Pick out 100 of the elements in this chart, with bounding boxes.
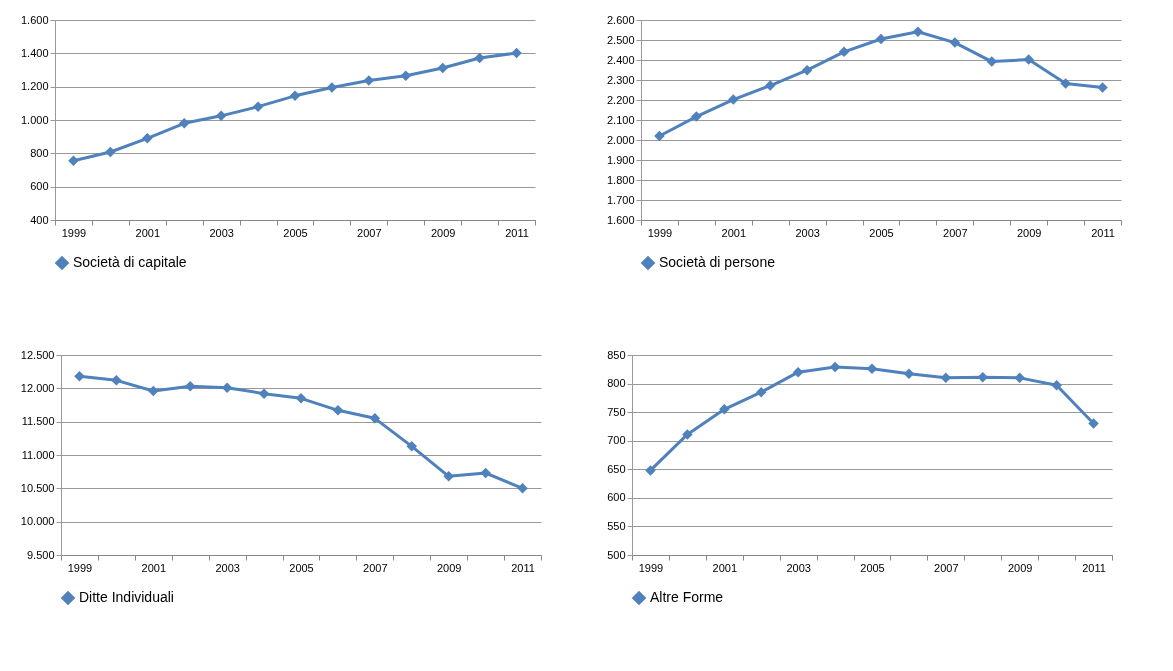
legend-label: Società di capitale: [73, 254, 187, 270]
point: [903, 368, 915, 380]
point: [949, 37, 961, 48]
point: [437, 62, 448, 74]
y-tick-label: 10.500: [20, 481, 55, 494]
y-tick-label: 11.000: [21, 448, 55, 461]
y-tick-label: 2.000: [606, 133, 635, 146]
x-tick-label: 2003: [209, 226, 234, 239]
point: [111, 375, 122, 386]
x-tick-label: 2007: [943, 226, 968, 239]
y-tick-label: 400: [30, 213, 49, 226]
y-tick-label: 600: [607, 491, 626, 504]
x-tick-label: 2009: [436, 561, 462, 574]
point: [400, 70, 412, 82]
y-tick-label: 700: [607, 434, 626, 447]
y-tick-label: 12.500: [20, 348, 55, 361]
x-tick-label: 2011: [511, 561, 535, 574]
x-tick-label: 2009: [1016, 226, 1042, 239]
y-tick-label: 2.200: [606, 93, 635, 106]
point: [1088, 418, 1099, 429]
point: [691, 111, 702, 122]
y-tick-label: 500: [607, 548, 626, 561]
x-tick-label: 2007: [934, 561, 959, 574]
y-tick-label: 2.400: [606, 53, 635, 66]
x-tick-label: 2001: [135, 226, 161, 239]
x-tick-label: 1999: [67, 561, 93, 574]
y-tick-label: 1.800: [606, 173, 635, 186]
y-tick-label: 1.200: [20, 80, 49, 93]
y-tick-label: 11.500: [21, 415, 55, 428]
x-tick-label: 2007: [363, 561, 388, 574]
y-tick-label: 850: [607, 348, 626, 361]
point: [252, 101, 264, 112]
point: [517, 483, 528, 494]
point: [728, 94, 739, 105]
point: [215, 110, 227, 122]
x-tick-label: 2005: [289, 561, 314, 574]
y-tick-label: 12.000: [20, 381, 55, 394]
point: [792, 366, 804, 378]
y-tick-label: 2.100: [606, 113, 635, 126]
x-tick-label: 1999: [647, 226, 673, 239]
x-tick-label: 2005: [860, 561, 885, 574]
y-tick-label: 1.700: [606, 193, 635, 206]
x-tick-label: 1999: [61, 226, 87, 239]
point: [1051, 380, 1062, 391]
x-tick-label: 2005: [869, 226, 894, 239]
y-tick-label: 600: [30, 180, 49, 193]
x-tick-label: 2011: [1082, 561, 1106, 574]
y-tick-label: 1.600: [606, 213, 635, 226]
point: [511, 47, 522, 59]
point: [142, 133, 153, 144]
x-tick-label: 2011: [1091, 226, 1115, 239]
y-tick-label: 10.000: [20, 515, 55, 528]
point: [764, 80, 776, 91]
point: [443, 471, 454, 482]
y-tick-label: 2.600: [606, 13, 635, 26]
point: [406, 441, 418, 452]
point: [363, 75, 375, 86]
point: [645, 465, 656, 476]
point: [68, 155, 79, 167]
y-tick-label: 2.300: [606, 73, 635, 86]
point: [654, 130, 665, 142]
point: [474, 52, 485, 64]
point: [719, 404, 730, 415]
point: [682, 429, 693, 440]
point: [912, 26, 924, 38]
x-tick-label: 2003: [786, 561, 811, 574]
legend-label: Ditte Individuali: [79, 589, 174, 605]
x-tick-label: 2007: [357, 226, 382, 239]
x-tick-label: 2005: [283, 226, 308, 239]
y-tick-label: 1.000: [20, 113, 49, 126]
point: [755, 386, 767, 398]
point: [1097, 82, 1108, 93]
point: [326, 82, 338, 93]
x-tick-label: 1999: [638, 561, 664, 574]
point: [1060, 78, 1071, 89]
x-tick-label: 2001: [141, 561, 167, 574]
x-tick-label: 2001: [712, 561, 738, 574]
point: [148, 385, 159, 397]
y-tick-label: 1.900: [606, 153, 635, 166]
y-tick-label: 1.400: [20, 46, 49, 59]
y-tick-label: 650: [607, 462, 626, 475]
y-tick-label: 750: [607, 405, 626, 418]
point: [258, 388, 270, 399]
y-tick-label: 800: [607, 377, 626, 390]
y-tick-label: 9.500: [26, 548, 55, 561]
point: [332, 405, 344, 416]
y-tick-label: 550: [607, 519, 626, 532]
point: [1014, 372, 1025, 384]
point: [295, 393, 307, 404]
x-tick-label: 2011: [505, 226, 529, 239]
point: [1023, 54, 1034, 65]
y-tick-label: 2.500: [606, 33, 635, 46]
point: [289, 90, 301, 102]
y-tick-label: 800: [30, 146, 49, 159]
point: [105, 146, 116, 158]
point: [838, 46, 850, 58]
x-tick-label: 2009: [1007, 561, 1033, 574]
x-tick-label: 2003: [215, 561, 240, 574]
point: [369, 413, 381, 424]
point: [74, 371, 85, 382]
